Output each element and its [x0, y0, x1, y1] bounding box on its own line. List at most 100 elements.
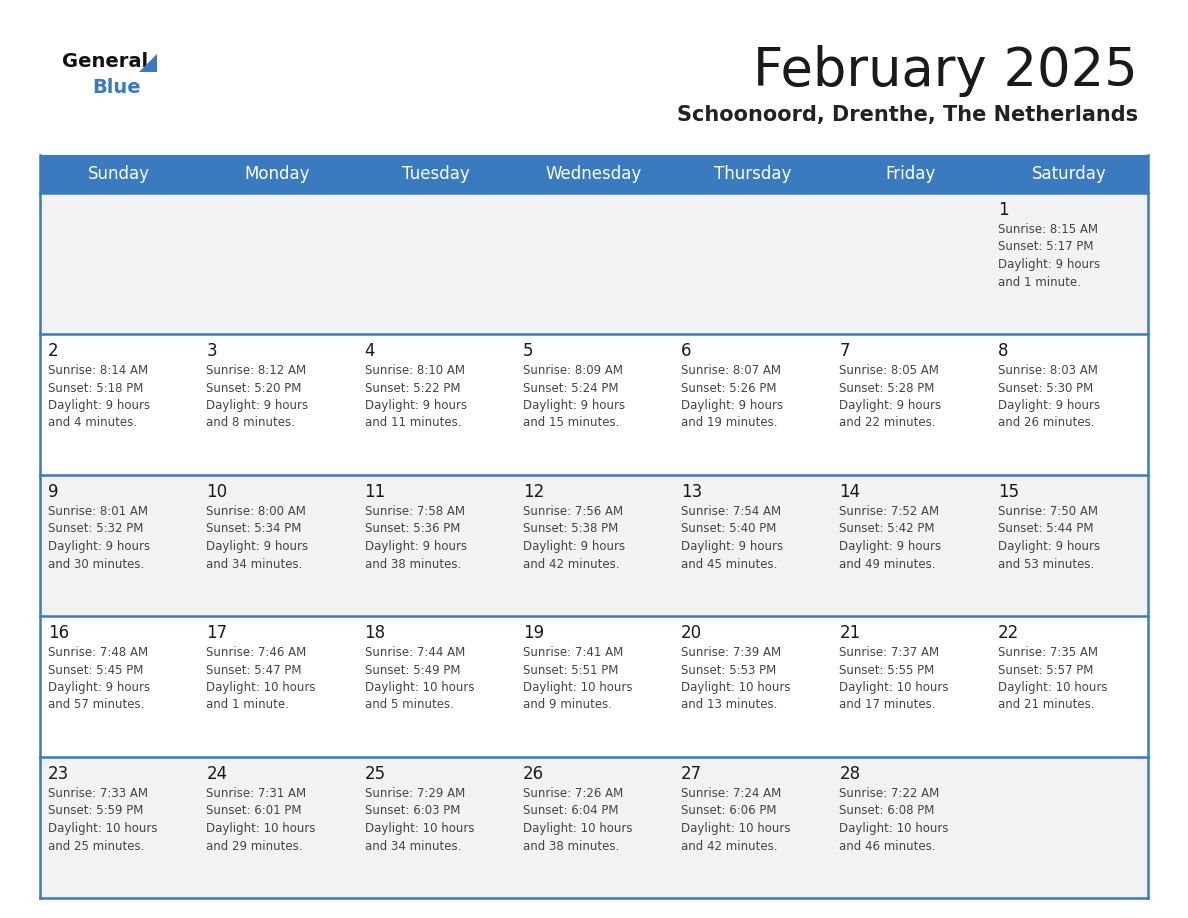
- Text: Sunset: 5:40 PM: Sunset: 5:40 PM: [681, 522, 777, 535]
- Text: Daylight: 9 hours: Daylight: 9 hours: [365, 540, 467, 553]
- Text: Daylight: 10 hours: Daylight: 10 hours: [840, 822, 949, 835]
- Text: Sunset: 5:20 PM: Sunset: 5:20 PM: [207, 382, 302, 395]
- Text: Sunset: 5:22 PM: Sunset: 5:22 PM: [365, 382, 460, 395]
- Text: General: General: [62, 52, 148, 71]
- Text: Daylight: 10 hours: Daylight: 10 hours: [523, 681, 632, 694]
- Text: Daylight: 10 hours: Daylight: 10 hours: [681, 822, 791, 835]
- Text: Sunrise: 7:48 AM: Sunrise: 7:48 AM: [48, 646, 148, 659]
- Text: Daylight: 9 hours: Daylight: 9 hours: [840, 399, 942, 412]
- Text: 12: 12: [523, 483, 544, 501]
- Text: 13: 13: [681, 483, 702, 501]
- Text: 27: 27: [681, 765, 702, 783]
- Text: Daylight: 10 hours: Daylight: 10 hours: [998, 681, 1107, 694]
- Text: 16: 16: [48, 624, 69, 642]
- Text: Sunset: 5:36 PM: Sunset: 5:36 PM: [365, 522, 460, 535]
- Text: Daylight: 9 hours: Daylight: 9 hours: [998, 258, 1100, 271]
- Text: and 15 minutes.: and 15 minutes.: [523, 417, 619, 430]
- Text: and 34 minutes.: and 34 minutes.: [365, 839, 461, 853]
- Text: and 53 minutes.: and 53 minutes.: [998, 557, 1094, 570]
- Text: Sunset: 5:24 PM: Sunset: 5:24 PM: [523, 382, 619, 395]
- Text: Sunset: 5:55 PM: Sunset: 5:55 PM: [840, 664, 935, 677]
- Bar: [40, 757, 1148, 898]
- Text: 20: 20: [681, 624, 702, 642]
- Text: Saturday: Saturday: [1031, 165, 1106, 183]
- Text: Daylight: 9 hours: Daylight: 9 hours: [48, 681, 150, 694]
- Text: Sunrise: 7:44 AM: Sunrise: 7:44 AM: [365, 646, 465, 659]
- Text: Sunrise: 7:50 AM: Sunrise: 7:50 AM: [998, 505, 1098, 518]
- Bar: [40, 475, 1148, 616]
- Text: Sunrise: 7:56 AM: Sunrise: 7:56 AM: [523, 505, 623, 518]
- Text: Sunset: 6:04 PM: Sunset: 6:04 PM: [523, 804, 619, 818]
- Text: Sunrise: 8:09 AM: Sunrise: 8:09 AM: [523, 364, 623, 377]
- Text: Sunrise: 8:12 AM: Sunrise: 8:12 AM: [207, 364, 307, 377]
- Text: Sunrise: 8:14 AM: Sunrise: 8:14 AM: [48, 364, 148, 377]
- Text: Daylight: 10 hours: Daylight: 10 hours: [840, 681, 949, 694]
- Text: Daylight: 10 hours: Daylight: 10 hours: [48, 822, 158, 835]
- Text: and 13 minutes.: and 13 minutes.: [681, 699, 777, 711]
- Text: Sunrise: 7:29 AM: Sunrise: 7:29 AM: [365, 787, 465, 800]
- Text: Sunrise: 7:41 AM: Sunrise: 7:41 AM: [523, 646, 624, 659]
- Text: 6: 6: [681, 342, 691, 360]
- Text: Sunrise: 7:39 AM: Sunrise: 7:39 AM: [681, 646, 782, 659]
- Text: 9: 9: [48, 483, 58, 501]
- Text: Sunrise: 7:54 AM: Sunrise: 7:54 AM: [681, 505, 782, 518]
- Text: and 38 minutes.: and 38 minutes.: [523, 839, 619, 853]
- Text: Sunrise: 8:05 AM: Sunrise: 8:05 AM: [840, 364, 940, 377]
- Text: Sunset: 5:17 PM: Sunset: 5:17 PM: [998, 241, 1093, 253]
- Text: Sunset: 6:01 PM: Sunset: 6:01 PM: [207, 804, 302, 818]
- Text: and 19 minutes.: and 19 minutes.: [681, 417, 778, 430]
- Text: Sunset: 5:34 PM: Sunset: 5:34 PM: [207, 522, 302, 535]
- Text: 18: 18: [365, 624, 386, 642]
- Text: and 9 minutes.: and 9 minutes.: [523, 699, 612, 711]
- Text: Sunrise: 8:03 AM: Sunrise: 8:03 AM: [998, 364, 1098, 377]
- Text: 7: 7: [840, 342, 849, 360]
- Text: Daylight: 9 hours: Daylight: 9 hours: [681, 540, 783, 553]
- Text: Daylight: 9 hours: Daylight: 9 hours: [523, 540, 625, 553]
- Text: Sunset: 5:44 PM: Sunset: 5:44 PM: [998, 522, 1093, 535]
- Text: and 57 minutes.: and 57 minutes.: [48, 699, 145, 711]
- Text: Daylight: 9 hours: Daylight: 9 hours: [681, 399, 783, 412]
- Text: and 30 minutes.: and 30 minutes.: [48, 557, 144, 570]
- Text: Daylight: 9 hours: Daylight: 9 hours: [840, 540, 942, 553]
- Text: Sunset: 5:47 PM: Sunset: 5:47 PM: [207, 664, 302, 677]
- Text: 19: 19: [523, 624, 544, 642]
- Text: Sunset: 6:08 PM: Sunset: 6:08 PM: [840, 804, 935, 818]
- Text: Daylight: 9 hours: Daylight: 9 hours: [365, 399, 467, 412]
- Text: and 1 minute.: and 1 minute.: [207, 699, 289, 711]
- Text: 14: 14: [840, 483, 860, 501]
- Text: Sunrise: 8:10 AM: Sunrise: 8:10 AM: [365, 364, 465, 377]
- Text: 2: 2: [48, 342, 58, 360]
- Text: Sunrise: 7:31 AM: Sunrise: 7:31 AM: [207, 787, 307, 800]
- Text: 10: 10: [207, 483, 227, 501]
- Text: 1: 1: [998, 201, 1009, 219]
- Text: Sunrise: 7:24 AM: Sunrise: 7:24 AM: [681, 787, 782, 800]
- Text: 25: 25: [365, 765, 386, 783]
- Text: and 1 minute.: and 1 minute.: [998, 275, 1081, 288]
- Text: Daylight: 9 hours: Daylight: 9 hours: [523, 399, 625, 412]
- Text: 8: 8: [998, 342, 1009, 360]
- Text: 17: 17: [207, 624, 227, 642]
- Text: 28: 28: [840, 765, 860, 783]
- Text: Sunrise: 8:01 AM: Sunrise: 8:01 AM: [48, 505, 148, 518]
- Text: 11: 11: [365, 483, 386, 501]
- Text: Sunrise: 8:00 AM: Sunrise: 8:00 AM: [207, 505, 307, 518]
- Text: and 42 minutes.: and 42 minutes.: [681, 839, 778, 853]
- Text: and 46 minutes.: and 46 minutes.: [840, 839, 936, 853]
- Bar: [40, 155, 1148, 193]
- Text: Daylight: 10 hours: Daylight: 10 hours: [207, 681, 316, 694]
- Text: 15: 15: [998, 483, 1019, 501]
- Text: Sunset: 5:42 PM: Sunset: 5:42 PM: [840, 522, 935, 535]
- Polygon shape: [139, 54, 157, 72]
- Text: and 34 minutes.: and 34 minutes.: [207, 557, 303, 570]
- Text: and 45 minutes.: and 45 minutes.: [681, 557, 777, 570]
- Text: 4: 4: [365, 342, 375, 360]
- Text: Monday: Monday: [245, 165, 310, 183]
- Text: Sunset: 5:32 PM: Sunset: 5:32 PM: [48, 522, 144, 535]
- Text: 22: 22: [998, 624, 1019, 642]
- Text: and 42 minutes.: and 42 minutes.: [523, 557, 619, 570]
- Text: Sunset: 5:18 PM: Sunset: 5:18 PM: [48, 382, 144, 395]
- Text: Sunset: 6:03 PM: Sunset: 6:03 PM: [365, 804, 460, 818]
- Text: and 4 minutes.: and 4 minutes.: [48, 417, 137, 430]
- Text: Sunrise: 7:22 AM: Sunrise: 7:22 AM: [840, 787, 940, 800]
- Text: Sunrise: 7:52 AM: Sunrise: 7:52 AM: [840, 505, 940, 518]
